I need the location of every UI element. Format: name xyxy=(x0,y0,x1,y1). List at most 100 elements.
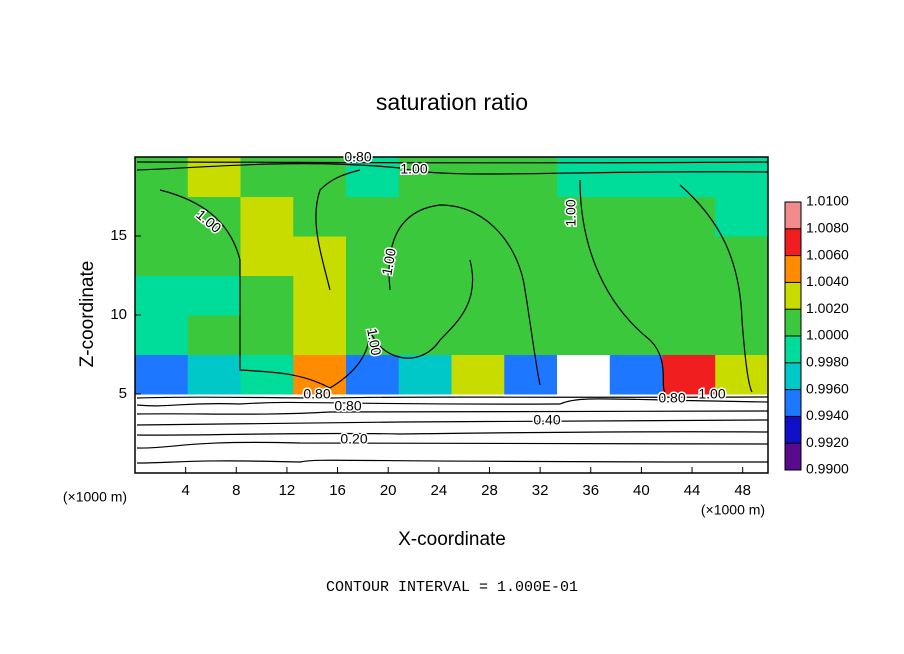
colorbar-tick-label: 1.0000 xyxy=(806,327,849,343)
cell xyxy=(504,275,558,316)
cell xyxy=(240,157,294,197)
cell xyxy=(557,315,611,355)
contour-label: 0.80 xyxy=(303,386,330,402)
contour-label: 0.40 xyxy=(533,412,560,428)
cell xyxy=(662,196,716,237)
colorbar-band xyxy=(785,443,801,470)
cell xyxy=(451,236,505,276)
colorbar-band xyxy=(785,282,801,310)
cell xyxy=(451,196,505,237)
cell xyxy=(609,196,663,237)
cell xyxy=(451,433,505,474)
cell xyxy=(240,315,294,355)
cell xyxy=(715,394,769,434)
cell xyxy=(398,433,452,474)
cell xyxy=(504,433,558,474)
colorbar-tick-label: 0.9960 xyxy=(806,380,849,396)
colorbar-band xyxy=(785,362,801,390)
contour-label: 1.00 xyxy=(698,386,725,402)
contour-label: 1.00 xyxy=(563,199,579,226)
cell xyxy=(609,236,663,276)
cell xyxy=(187,315,241,355)
cell xyxy=(609,433,663,474)
cell xyxy=(187,157,241,197)
cell xyxy=(662,354,716,395)
cell xyxy=(504,196,558,237)
cell xyxy=(662,236,716,276)
cell xyxy=(398,354,452,395)
contour-label: 0.80 xyxy=(344,149,371,165)
cell xyxy=(135,315,189,355)
x-tick-label: 24 xyxy=(430,482,447,499)
x-tick-label: 20 xyxy=(380,482,397,499)
cell xyxy=(240,433,294,474)
cell xyxy=(293,275,347,316)
cell xyxy=(504,157,558,197)
colorbar-tick-label: 1.0100 xyxy=(806,193,849,209)
cell xyxy=(504,354,558,395)
cell xyxy=(135,354,189,395)
cell xyxy=(240,196,294,237)
cell xyxy=(662,315,716,355)
cell xyxy=(662,433,716,474)
cell xyxy=(240,275,294,316)
x-tick-label: 44 xyxy=(684,482,701,499)
x-tick-label: 8 xyxy=(232,482,240,499)
cell xyxy=(346,196,400,237)
cell xyxy=(346,394,400,434)
chart-title: saturation ratio xyxy=(376,89,528,115)
cell xyxy=(557,196,611,237)
x-tick-label: 12 xyxy=(279,482,296,499)
cell xyxy=(504,394,558,434)
colorbar-tick-label: 1.0060 xyxy=(806,246,849,262)
cell xyxy=(398,196,452,237)
cell xyxy=(557,157,611,197)
cell xyxy=(187,433,241,474)
cell xyxy=(346,157,400,197)
x-tick-label: 32 xyxy=(532,482,549,499)
x-tick-label: 48 xyxy=(734,482,751,499)
colorbar-band xyxy=(785,255,801,283)
contour-label: 1.00 xyxy=(364,327,385,357)
cell xyxy=(398,236,452,276)
cell xyxy=(715,354,769,395)
colorbar-band xyxy=(785,202,801,229)
cell xyxy=(135,275,189,316)
cell xyxy=(715,157,769,197)
cell xyxy=(398,275,452,316)
cell xyxy=(662,157,716,197)
colorbar-band xyxy=(785,309,801,336)
cell xyxy=(557,275,611,316)
y-tick-label: 15 xyxy=(110,227,127,244)
cell xyxy=(293,394,347,434)
cell xyxy=(557,394,611,434)
cell xyxy=(451,157,505,197)
colorbar-tick-label: 0.9920 xyxy=(806,434,849,450)
cell xyxy=(451,354,505,395)
footer: CONTOUR INTERVAL = 1.000E-01 xyxy=(326,579,578,596)
y-tick-label: 5 xyxy=(119,385,127,402)
cell xyxy=(398,157,452,197)
contour-label: 1.00 xyxy=(400,161,427,177)
colorbar-band xyxy=(785,416,801,444)
cell xyxy=(187,354,241,395)
cell xyxy=(293,236,347,276)
cell xyxy=(187,236,241,276)
cell xyxy=(504,315,558,355)
cell xyxy=(715,236,769,276)
cell xyxy=(451,315,505,355)
colorbar-tick-label: 1.0040 xyxy=(806,273,849,289)
cell xyxy=(346,433,400,474)
x-tick-label: 36 xyxy=(582,482,599,499)
contour-label: 0.80 xyxy=(334,398,361,414)
colorbar-tick-label: 0.9980 xyxy=(806,354,849,370)
contours xyxy=(136,161,769,464)
field xyxy=(135,157,769,474)
x-unit: (×1000 m) xyxy=(701,502,765,518)
cell xyxy=(398,315,452,355)
cell xyxy=(240,354,294,395)
colorbar-tick-label: 1.0080 xyxy=(806,220,849,236)
cell xyxy=(662,275,716,316)
cell xyxy=(240,236,294,276)
cell xyxy=(135,236,189,276)
